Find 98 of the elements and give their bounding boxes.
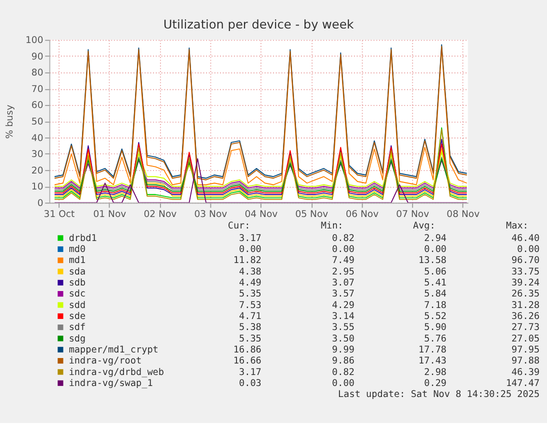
text: 3.57: [332, 288, 354, 300]
legend-label: sdd: [68, 300, 86, 311]
text: 4.49: [239, 277, 262, 288]
text: 97.95: [512, 344, 540, 356]
text: 3.50: [332, 333, 354, 344]
y-tick-label: 80: [31, 68, 44, 79]
y-tick-label: 100: [26, 35, 44, 46]
text: 3.17: [239, 232, 262, 244]
text: 3.14: [332, 310, 355, 322]
text: 5.35: [239, 288, 262, 300]
text: 96.70: [512, 255, 540, 266]
legend-label: sdc: [68, 288, 86, 300]
text: 9.86: [332, 356, 354, 367]
text: 5.84: [424, 288, 447, 300]
y-tick-label: 20: [31, 165, 44, 176]
text: 0.03: [239, 378, 262, 389]
text: 46.39: [512, 366, 540, 378]
line-series: [54, 158, 468, 203]
y-axis-title: % busy: [4, 104, 16, 139]
y-tick-label: 0: [37, 198, 44, 209]
text: Last update: Sat Nov 8 14:30:25 2025: [338, 389, 540, 400]
text: 2.98: [424, 366, 447, 378]
text: 39.24: [512, 277, 540, 288]
legend-label: drbd1: [68, 232, 97, 244]
text: 5.35: [239, 333, 262, 344]
text: 2.94: [424, 232, 447, 244]
x-tick-label: 31 Oct: [44, 209, 76, 220]
text: 5.38: [239, 322, 262, 334]
legend-label: sda: [68, 266, 86, 278]
legend-label: md0: [68, 244, 86, 255]
legend-label: indra-vg/drbd_web: [68, 366, 164, 378]
text: 0.82: [332, 366, 354, 378]
legend-label: sdg: [68, 333, 86, 344]
text: 3.55: [332, 322, 354, 334]
text: 0.00: [424, 244, 447, 255]
text: 5.76: [424, 333, 447, 344]
text: 16.86: [233, 344, 262, 356]
text: 16.66: [233, 356, 262, 367]
text: 5.90: [424, 322, 447, 334]
text: 4.71: [239, 310, 262, 322]
text: 9.99: [332, 344, 354, 356]
x-tick-label: 08 Nov: [446, 209, 480, 220]
x-tick-label: 07 Nov: [396, 209, 430, 220]
text: Avg:: [412, 220, 436, 232]
text: 17.78: [418, 344, 447, 356]
text: 0.29: [424, 378, 447, 389]
text: 0.00: [517, 244, 540, 255]
legend-label: sdb: [68, 277, 86, 288]
y-tick-label: 60: [31, 100, 44, 112]
text: 3.17: [239, 366, 262, 378]
text: 0.00: [332, 244, 354, 255]
text: 26.35: [512, 288, 540, 300]
text: 5.41: [424, 277, 447, 288]
text: 7.18: [424, 300, 447, 311]
text: Cur:: [228, 220, 250, 232]
text: 7.53: [239, 300, 262, 311]
legend-label: sdf: [68, 322, 86, 334]
legend-label: mapper/md1_crypt: [68, 344, 158, 356]
y-tick-label: 70: [31, 84, 44, 95]
text: 31.28: [512, 300, 540, 311]
text: 4.29: [332, 300, 354, 311]
text: 27.05: [512, 333, 540, 344]
text: 11.82: [233, 255, 262, 266]
text: 0.82: [332, 232, 354, 244]
text: 36.26: [512, 310, 540, 322]
text: 13.58: [418, 255, 447, 266]
x-tick-label: 06 Nov: [346, 209, 380, 220]
x-tick-label: 03 Nov: [194, 209, 228, 220]
legend-label: md1: [68, 255, 86, 266]
text: Min:: [320, 220, 344, 232]
legend-label: indra-vg/swap_1: [68, 378, 153, 389]
text: 5.06: [424, 266, 447, 278]
text: 3.07: [332, 277, 354, 288]
y-tick-label: 10: [31, 182, 44, 193]
text: Max:: [506, 220, 528, 232]
text: 7.49: [332, 255, 354, 266]
x-tick-label: 05 Nov: [295, 209, 329, 220]
text: 27.73: [512, 322, 540, 334]
legend-label: sde: [68, 310, 86, 322]
text: 5.52: [424, 310, 447, 322]
text: 0.00: [239, 244, 262, 255]
x-tick-label: 01 Nov: [93, 209, 127, 220]
y-tick-label: 90: [31, 51, 44, 62]
x-tick-label: 04 Nov: [244, 209, 278, 220]
x-tick-label: 02 Nov: [144, 209, 178, 220]
text: 33.75: [512, 266, 540, 278]
text: 4.38: [239, 266, 262, 278]
text: 2.95: [332, 266, 354, 278]
legend-label: indra-vg/root: [68, 356, 142, 367]
y-tick-label: 40: [31, 132, 44, 144]
y-tick-label: 50: [31, 116, 44, 128]
text: 17.43: [418, 356, 447, 367]
text: 0.00: [332, 378, 354, 389]
chart-title: Utilization per device - by week: [163, 18, 354, 32]
text: 97.88: [512, 356, 540, 367]
text: 147.47: [506, 378, 540, 389]
text: 46.40: [512, 232, 540, 244]
y-tick-label: 30: [31, 149, 44, 160]
